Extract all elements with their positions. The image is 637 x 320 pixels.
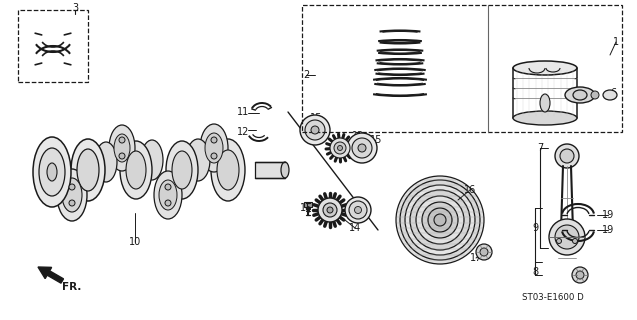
Circle shape (422, 202, 458, 238)
Ellipse shape (513, 111, 577, 125)
Text: 3: 3 (72, 3, 78, 13)
Circle shape (69, 200, 75, 206)
Text: 18: 18 (300, 203, 312, 213)
Ellipse shape (205, 133, 223, 163)
Polygon shape (255, 162, 285, 178)
Circle shape (165, 184, 171, 190)
Circle shape (334, 142, 346, 154)
Circle shape (476, 244, 492, 260)
Text: 2: 2 (303, 70, 309, 80)
Circle shape (327, 207, 333, 213)
Circle shape (347, 133, 377, 163)
Text: 15: 15 (310, 113, 322, 123)
Circle shape (434, 214, 446, 226)
Text: 11: 11 (237, 107, 249, 117)
Text: 13: 13 (352, 131, 364, 141)
Ellipse shape (126, 151, 146, 189)
Text: 1: 1 (613, 37, 619, 47)
Circle shape (416, 196, 464, 244)
Circle shape (165, 200, 171, 206)
Ellipse shape (39, 148, 65, 196)
Ellipse shape (200, 124, 228, 172)
Text: 19: 19 (602, 210, 614, 220)
Circle shape (211, 137, 217, 143)
Circle shape (355, 206, 362, 213)
Ellipse shape (217, 150, 239, 190)
Circle shape (549, 219, 585, 255)
Circle shape (405, 185, 475, 255)
Bar (304, 202, 312, 207)
Circle shape (352, 138, 372, 158)
Ellipse shape (71, 139, 105, 201)
Ellipse shape (77, 149, 99, 191)
Text: FR.: FR. (62, 282, 82, 292)
Ellipse shape (573, 90, 587, 100)
Text: 12: 12 (237, 127, 249, 137)
Ellipse shape (565, 87, 595, 103)
Circle shape (557, 238, 561, 244)
Circle shape (338, 146, 343, 150)
Circle shape (358, 144, 366, 152)
Ellipse shape (281, 162, 289, 178)
Circle shape (311, 126, 319, 134)
Ellipse shape (120, 141, 152, 199)
Ellipse shape (57, 169, 87, 221)
Circle shape (119, 137, 125, 143)
Circle shape (69, 184, 75, 190)
Circle shape (555, 144, 579, 168)
Circle shape (330, 138, 350, 158)
Text: 17: 17 (470, 253, 482, 263)
Ellipse shape (540, 94, 550, 112)
Text: 6: 6 (610, 88, 616, 98)
Text: 8: 8 (532, 267, 538, 277)
Circle shape (400, 180, 480, 260)
Circle shape (318, 198, 342, 222)
Text: 9: 9 (532, 223, 538, 233)
Ellipse shape (62, 178, 82, 212)
FancyArrow shape (38, 267, 64, 283)
Circle shape (305, 120, 325, 140)
Ellipse shape (172, 151, 192, 189)
Circle shape (480, 248, 488, 256)
Ellipse shape (154, 171, 182, 219)
Circle shape (300, 115, 330, 145)
Ellipse shape (159, 180, 177, 210)
Bar (302, 5, 622, 132)
Circle shape (349, 201, 367, 219)
Text: 16: 16 (464, 185, 476, 195)
Ellipse shape (109, 125, 135, 171)
Ellipse shape (186, 139, 210, 181)
Text: 15: 15 (370, 135, 382, 145)
Ellipse shape (166, 141, 198, 199)
Ellipse shape (47, 163, 57, 181)
Circle shape (345, 197, 371, 223)
Circle shape (211, 153, 217, 159)
Text: 19: 19 (602, 225, 614, 235)
Circle shape (555, 225, 579, 249)
Text: ST03-E1600 D: ST03-E1600 D (522, 293, 584, 302)
Ellipse shape (95, 142, 117, 182)
Circle shape (573, 238, 578, 244)
Text: 15: 15 (352, 207, 364, 217)
Circle shape (323, 203, 337, 217)
Ellipse shape (141, 140, 163, 180)
Circle shape (572, 267, 588, 283)
Text: 7: 7 (537, 143, 543, 153)
Text: 14: 14 (349, 223, 361, 233)
Ellipse shape (603, 90, 617, 100)
Ellipse shape (513, 61, 577, 75)
Ellipse shape (211, 139, 245, 201)
Circle shape (119, 153, 125, 159)
Ellipse shape (114, 134, 130, 162)
Circle shape (396, 176, 484, 264)
Circle shape (410, 190, 470, 250)
Circle shape (591, 91, 599, 99)
Circle shape (428, 208, 452, 232)
Circle shape (576, 271, 584, 279)
Circle shape (560, 149, 574, 163)
Bar (18, 10, 88, 82)
Ellipse shape (33, 137, 71, 207)
Text: 10: 10 (129, 237, 141, 247)
